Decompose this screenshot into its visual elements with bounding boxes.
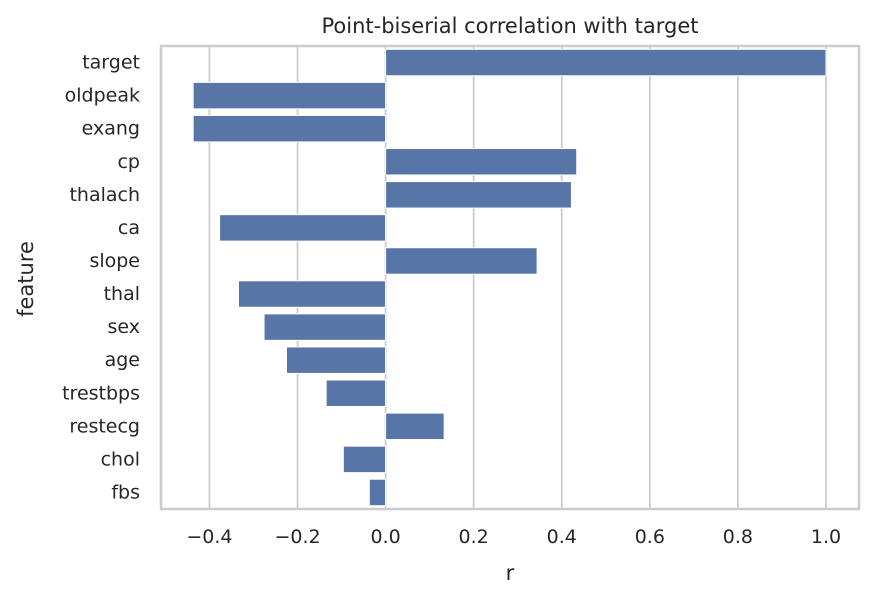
x-axis-label: r — [506, 561, 515, 585]
bar-age — [286, 346, 387, 374]
x-tick-labels: −0.4 −0.2 0.0 0.2 0.4 0.6 0.8 1.0 — [186, 526, 841, 548]
y-tick-label: target — [82, 52, 140, 74]
x-tick-label: 0.8 — [723, 526, 753, 548]
y-tick-label: sex — [108, 316, 141, 338]
bar-restecg — [385, 412, 445, 441]
chart-title: Point-biserial correlation with target — [321, 14, 698, 38]
y-tick-label: trestbps — [62, 382, 140, 404]
x-tick-label: 1.0 — [811, 526, 841, 548]
y-tick-label: restecg — [69, 415, 140, 437]
y-tick-label: exang — [82, 118, 140, 140]
x-tick-label: 0.6 — [635, 526, 665, 548]
bar-fbs — [368, 478, 387, 507]
y-tick-label: chol — [101, 448, 140, 470]
x-tick-label: 0.2 — [459, 526, 489, 548]
bar-exang — [192, 114, 387, 143]
y-tick-labels: target oldpeak exang cp thalach ca slope thal se… — [62, 52, 140, 504]
y-tick-label: thal — [104, 283, 140, 305]
y-tick-label: age — [105, 349, 140, 371]
bar-chol — [342, 445, 387, 474]
x-tick-label: −0.4 — [186, 526, 232, 548]
y-tick-label: fbs — [111, 481, 140, 503]
bar-slope — [385, 247, 538, 275]
bar-thalach — [385, 181, 572, 209]
y-tick-label: thalach — [69, 184, 140, 206]
y-tick-label: oldpeak — [65, 85, 140, 107]
x-tick-label: −0.2 — [274, 526, 320, 548]
y-tick-label: ca — [118, 217, 140, 239]
bar-target — [385, 48, 827, 77]
bar-cp — [385, 148, 578, 176]
bar-thal — [238, 280, 387, 308]
plot-frame — [159, 44, 861, 511]
x-tick-label: 0.4 — [547, 526, 577, 548]
bar-trestbps — [325, 379, 387, 407]
bars — [192, 48, 827, 507]
bar-oldpeak — [192, 81, 387, 110]
y-tick-label: slope — [89, 250, 140, 272]
y-axis-label: feature — [14, 241, 38, 317]
x-tick-label: 0.0 — [370, 526, 400, 548]
bar-sex — [263, 313, 387, 341]
y-tick-label: cp — [117, 151, 140, 173]
bar-ca — [219, 214, 387, 242]
